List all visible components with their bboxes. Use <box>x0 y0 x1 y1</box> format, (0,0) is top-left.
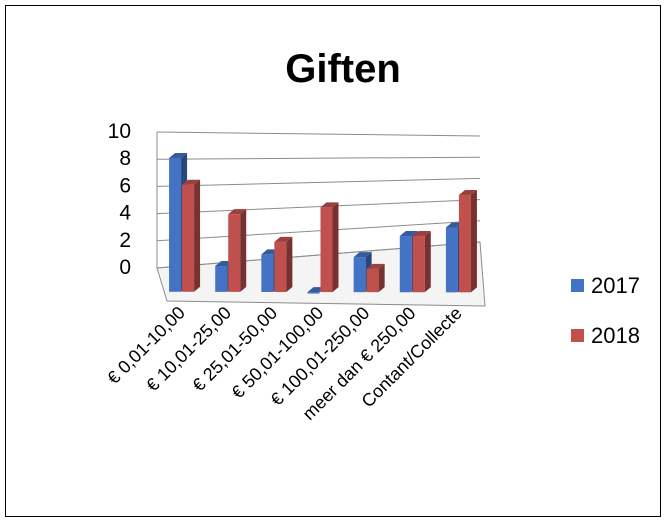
bar-side <box>332 202 339 293</box>
bar-front <box>228 214 241 292</box>
bar-front <box>215 265 228 292</box>
gridline <box>156 156 481 160</box>
bar-top <box>320 202 339 208</box>
bar-2018 <box>182 179 201 292</box>
bar-top <box>458 190 477 196</box>
gridline <box>156 199 481 215</box>
bar-side <box>378 263 385 293</box>
bar-top <box>274 236 293 242</box>
y-tick-label: 2 <box>119 229 131 252</box>
bar-2018 <box>366 263 385 293</box>
bar-front <box>399 236 412 293</box>
bar-2018 <box>320 202 339 293</box>
gridline <box>156 131 481 137</box>
legend-swatch <box>571 329 584 342</box>
bar-side <box>240 209 247 292</box>
bar-front <box>261 254 274 292</box>
bar-side <box>194 179 201 292</box>
y-tick-label: 8 <box>119 147 131 170</box>
bar-front <box>366 268 379 293</box>
bar-top <box>399 231 418 237</box>
bar-2018 <box>274 236 293 292</box>
y-tick-label: 6 <box>119 174 131 197</box>
y-tick-label: 4 <box>119 202 131 225</box>
gridline <box>156 220 481 242</box>
bar-top <box>182 179 201 185</box>
legend: 2017 2018 <box>571 273 640 348</box>
bar-front <box>458 195 471 293</box>
chart-title: Giften <box>285 47 401 91</box>
bar-front <box>412 236 425 293</box>
legend-label: 2018 <box>591 323 640 348</box>
bar-top <box>366 263 385 269</box>
legend-swatch <box>571 279 584 292</box>
bar-front <box>353 257 366 293</box>
y-tick-label: 0 <box>119 256 131 279</box>
legend-label: 2017 <box>591 273 640 298</box>
y-axis-tick-labels: 0 2 4 6 8 10 <box>108 120 132 279</box>
bar-top <box>228 209 247 215</box>
bar-front <box>307 292 320 294</box>
bar-2018 <box>458 190 477 293</box>
bar-front <box>274 241 287 292</box>
bars <box>169 152 477 294</box>
bar-front <box>182 184 195 292</box>
bar-top <box>412 231 431 237</box>
bar-front <box>445 227 458 293</box>
bar-side <box>286 236 293 292</box>
bar-side <box>470 190 477 293</box>
gridline <box>156 177 481 187</box>
y-tick-label: 10 <box>108 120 131 143</box>
x-axis-tick-labels: € 0,01-10,00€ 10,01-25,00€ 25,01-50,00€ … <box>103 302 465 423</box>
bar-2018 <box>412 231 431 293</box>
bar-front <box>320 207 333 293</box>
bar-front <box>169 157 182 292</box>
bar-side <box>424 231 431 293</box>
bar-top <box>353 252 372 258</box>
bar-2018 <box>228 209 247 292</box>
bar-top <box>169 152 188 158</box>
